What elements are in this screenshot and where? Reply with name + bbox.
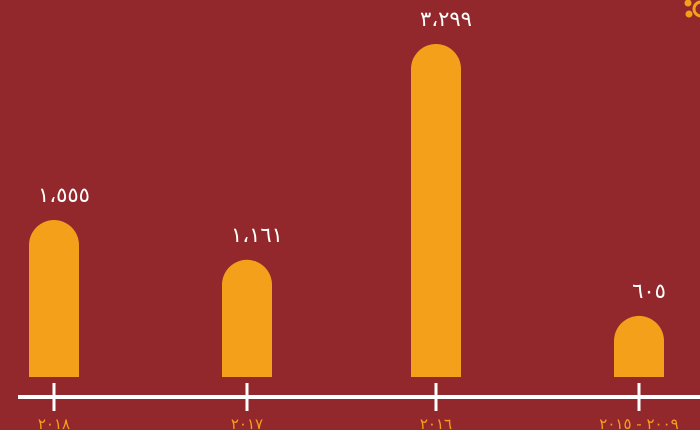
bars-layer (29, 44, 664, 377)
x-tick-labels-layer: ٢٠١٨ ٢٠١٧ ٢٠١٦ ٢٠٠٩ - ٢٠١٥ (38, 415, 679, 430)
value-label-1: ١،١٦١ (231, 223, 283, 247)
dots-decoration-icon (684, 0, 700, 18)
bar-2 (411, 44, 461, 377)
x-tick-label-3: ٢٠٠٩ - ٢٠١٥ (599, 415, 678, 430)
x-tick-label-1: ٢٠١٧ (231, 415, 263, 430)
value-label-3: ٦٠٥ (632, 279, 666, 303)
bar-0 (29, 220, 79, 377)
value-label-2: ٣،٢٩٩ (420, 7, 472, 31)
bar-3 (614, 315, 664, 377)
value-labels-layer: ١،٥٥٥ ١،١٦١ ٣،٢٩٩ ٦٠٥ (38, 7, 666, 303)
x-tick-label-0: ٢٠١٨ (38, 415, 70, 430)
value-label-0: ١،٥٥٥ (38, 183, 90, 207)
bar-1 (222, 259, 272, 377)
x-tick-label-2: ٢٠١٦ (420, 415, 452, 430)
x-ticks-layer (52, 383, 641, 411)
